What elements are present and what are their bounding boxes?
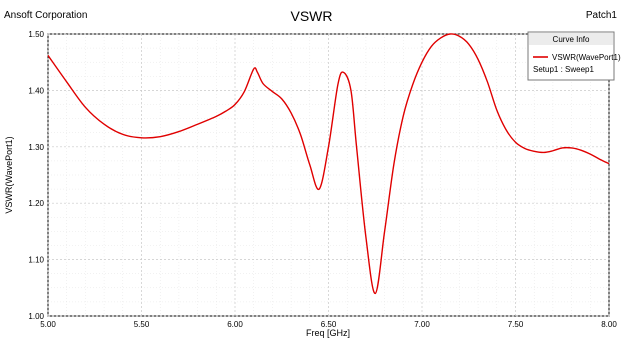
x-tick-label: 7.00 xyxy=(414,320,430,329)
plot-title: VSWR xyxy=(290,8,333,24)
x-tick-label: 6.50 xyxy=(321,320,337,329)
legend-title: Curve Info xyxy=(553,35,590,44)
legend-setup-label: Setup1 : Sweep1 xyxy=(533,65,594,74)
x-tick-label: 7.50 xyxy=(508,320,524,329)
legend-series-label: VSWR(WavePort1) xyxy=(552,53,621,62)
legend-box[interactable]: Curve Info VSWR(WavePort1) Setup1 : Swee… xyxy=(527,31,621,81)
y-tick-label: 1.40 xyxy=(28,86,44,95)
y-axis-label: VSWR(WavePort1) xyxy=(4,136,14,213)
x-tick-label: 8.00 xyxy=(601,320,617,329)
x-tick-label: 6.00 xyxy=(227,320,243,329)
series-line-vswr[interactable] xyxy=(47,33,610,295)
company-label: Ansoft Corporation xyxy=(4,10,88,21)
y-tick-label: 1.10 xyxy=(28,256,44,265)
y-tick-label: 1.50 xyxy=(28,30,44,39)
x-axis-ticks: 5.00 5.50 6.00 6.50 7.00 7.50 8.00 xyxy=(40,320,617,329)
series-layer xyxy=(47,33,610,295)
y-tick-label: 1.00 xyxy=(28,312,44,321)
x-tick-label: 5.00 xyxy=(40,320,56,329)
y-tick-label: 1.30 xyxy=(28,143,44,152)
x-axis-label: Freq [GHz] xyxy=(306,328,350,338)
y-tick-label: 1.20 xyxy=(28,199,44,208)
design-name-label: Patch1 xyxy=(585,10,617,21)
x-tick-label: 5.50 xyxy=(134,320,150,329)
y-axis-ticks: 1.00 1.10 1.20 1.30 1.40 1.50 xyxy=(28,30,44,321)
